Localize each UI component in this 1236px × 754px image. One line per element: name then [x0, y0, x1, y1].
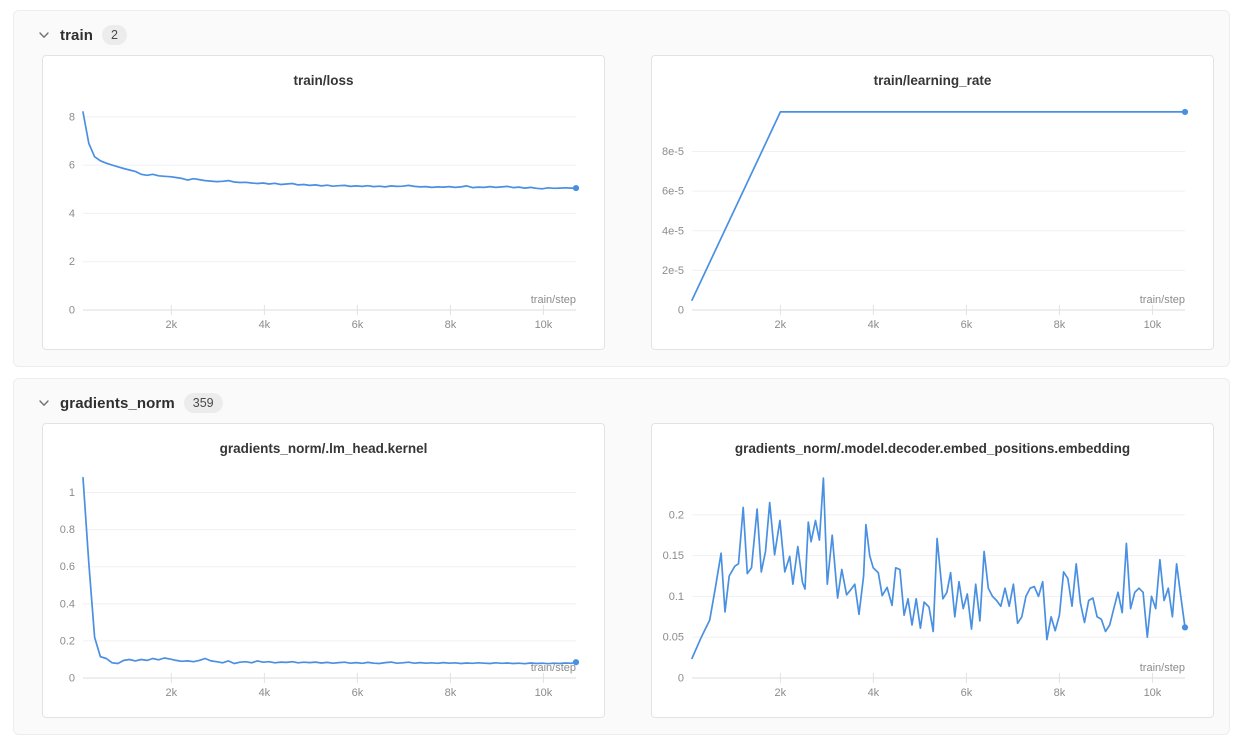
svg-text:8k: 8k	[445, 319, 457, 331]
svg-text:0.6: 0.6	[60, 561, 75, 573]
chart-card-train-learning-rate[interactable]: train/learning_rate 0 2e-5 4e-5 6e-5 8e-5 2k 4…	[651, 55, 1214, 350]
chart-title: train/loss	[293, 73, 354, 88]
svg-text:4k: 4k	[259, 319, 271, 331]
svg-text:10k: 10k	[535, 687, 553, 699]
svg-text:0: 0	[678, 305, 684, 317]
svg-text:2k: 2k	[775, 687, 787, 699]
svg-text:0.1: 0.1	[669, 591, 684, 603]
line-chart: 0 2e-5 4e-5 6e-5 8e-5 2k 4k 6k 8k 10k train/step	[662, 108, 1189, 331]
section-count-badge: 359	[183, 393, 223, 413]
svg-text:2k: 2k	[775, 319, 787, 331]
line-chart: 0 0.05 0.1 0.15 0.2 2k 4k 6k 8k 10k train/step	[663, 477, 1189, 699]
chart-card-train-loss[interactable]: train/loss 0 2 4 6 8 2k 4k 6k 8k 10k train/step	[42, 55, 605, 350]
svg-text:6k: 6k	[961, 687, 973, 699]
svg-text:0.15: 0.15	[663, 550, 684, 562]
section-gradients-norm: gradients_norm 359 gradients_norm/.lm_he…	[13, 378, 1230, 735]
chart-card-lm-head-kernel[interactable]: gradients_norm/.lm_head.kernel 0 0.2 0.4 0.…	[42, 423, 605, 718]
svg-text:6e-5: 6e-5	[662, 186, 684, 198]
svg-text:10k: 10k	[1144, 687, 1162, 699]
svg-text:0.05: 0.05	[663, 632, 684, 644]
svg-text:4e-5: 4e-5	[662, 225, 684, 237]
svg-text:2k: 2k	[166, 687, 178, 699]
line-chart: 0 0.2 0.4 0.6 0.8 1 2k 4k 6k 8k 10k train/step	[60, 476, 580, 699]
chart-title: train/learning_rate	[873, 73, 992, 88]
svg-text:6k: 6k	[352, 319, 364, 331]
section-title: gradients_norm	[60, 394, 175, 412]
line-chart: 0 2 4 6 8 2k 4k 6k 8k 10k train/step	[69, 111, 580, 331]
svg-text:4k: 4k	[868, 319, 880, 331]
section-header-gradients-norm[interactable]: gradients_norm 359	[29, 385, 1214, 423]
section-header-train[interactable]: train 2	[29, 17, 1214, 55]
svg-text:0.2: 0.2	[669, 509, 684, 521]
chevron-down-icon[interactable]	[37, 28, 51, 42]
svg-text:8k: 8k	[1054, 319, 1066, 331]
svg-text:0.2: 0.2	[60, 635, 75, 647]
svg-text:0.4: 0.4	[60, 598, 75, 610]
svg-text:10k: 10k	[1144, 319, 1162, 331]
svg-text:8k: 8k	[1054, 687, 1066, 699]
svg-text:train/step: train/step	[531, 662, 576, 674]
svg-text:2: 2	[69, 256, 75, 268]
svg-text:8e-5: 8e-5	[662, 146, 684, 158]
svg-text:8: 8	[69, 111, 75, 123]
svg-text:0.8: 0.8	[60, 524, 75, 536]
svg-text:4k: 4k	[868, 687, 880, 699]
chart-title: gradients_norm/.model.decoder.embed_posi…	[734, 441, 1131, 456]
svg-text:2k: 2k	[166, 319, 178, 331]
svg-text:8k: 8k	[445, 687, 457, 699]
chart-row: gradients_norm/.lm_head.kernel 0 0.2 0.4 0.…	[29, 423, 1214, 718]
svg-text:6: 6	[69, 160, 75, 172]
chart-title: gradients_norm/.lm_head.kernel	[219, 441, 428, 456]
svg-text:6k: 6k	[961, 319, 973, 331]
svg-text:train/step: train/step	[531, 294, 576, 306]
svg-text:4k: 4k	[259, 687, 271, 699]
svg-text:0: 0	[69, 673, 75, 685]
svg-text:6k: 6k	[352, 687, 364, 699]
section-title: train	[60, 26, 94, 44]
chevron-down-icon[interactable]	[37, 396, 51, 410]
svg-text:train/step: train/step	[1140, 294, 1185, 306]
chart-row: train/loss 0 2 4 6 8 2k 4k 6k 8k 10k train/step tr…	[29, 55, 1214, 350]
svg-text:1: 1	[69, 487, 75, 499]
svg-text:4: 4	[69, 208, 75, 220]
chart-card-embed-positions-embedding[interactable]: gradients_norm/.model.decoder.embed_posi…	[651, 423, 1214, 718]
section-train: train 2 train/loss 0 2 4 6 8 2k 4k 6k 8k 10k train…	[13, 10, 1230, 367]
svg-text:0: 0	[678, 673, 684, 685]
svg-text:10k: 10k	[535, 319, 553, 331]
svg-text:0: 0	[69, 305, 75, 317]
section-count-badge: 2	[102, 25, 127, 45]
svg-text:train/step: train/step	[1140, 662, 1185, 674]
svg-text:2e-5: 2e-5	[662, 265, 684, 277]
